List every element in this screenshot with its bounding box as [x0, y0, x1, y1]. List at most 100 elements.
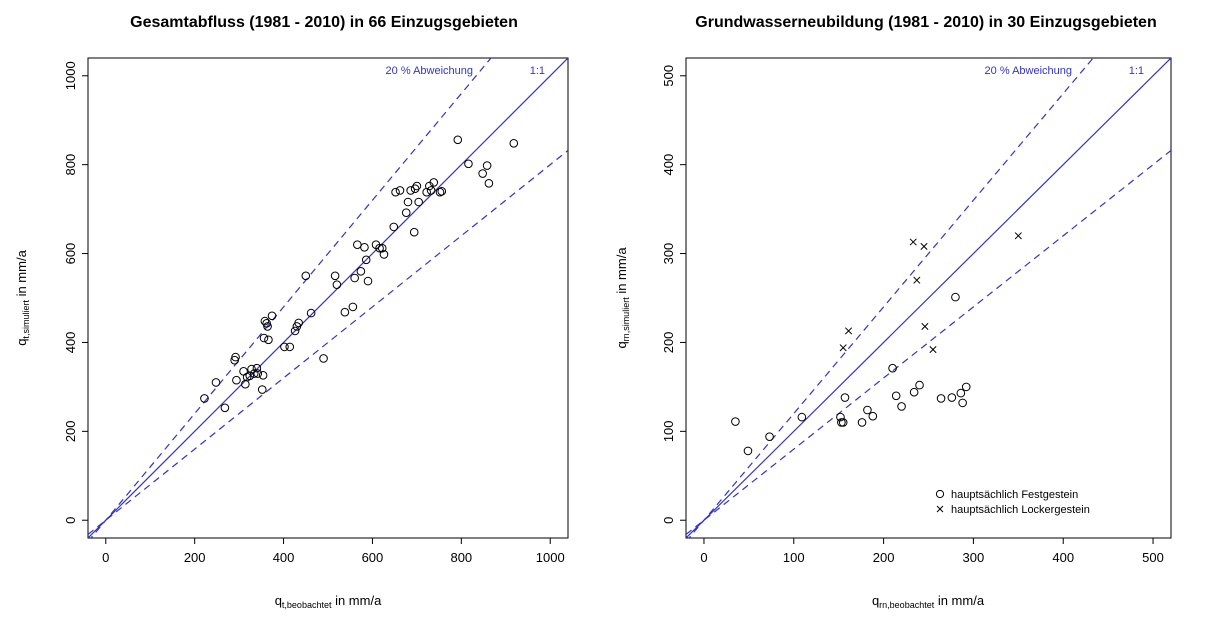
data-point-circle [211, 378, 221, 387]
one-to-one-label: 1:1 [530, 65, 545, 77]
data-point-circle [220, 403, 230, 413]
data-point-circle [294, 318, 303, 328]
y-axis-label: qrn,simuliert in mm/a [614, 247, 631, 349]
data-point-circle [765, 432, 774, 441]
x-tick-label: 200 [873, 550, 895, 565]
data-point-cross [845, 327, 853, 335]
data-point-circle [241, 379, 250, 389]
y-axis-label: qt,simuliert in mm/a [14, 249, 31, 345]
y-tick-label: 200 [63, 420, 78, 442]
data-point-circle [361, 255, 371, 265]
plot-frame [685, 57, 1172, 539]
y-axis: 0 100 200 300 400 500 [661, 65, 686, 524]
data-point-circle [958, 398, 967, 408]
data-point-circle [936, 394, 946, 403]
data-point-circle [264, 335, 273, 345]
x-tick-label: 400 [1052, 550, 1074, 565]
y-tick-label: 500 [661, 65, 676, 87]
data-point-circle [947, 393, 957, 402]
data-point-circle [267, 311, 277, 321]
y-tick-label: 400 [63, 332, 78, 354]
data-point-circle [401, 208, 411, 217]
data-point-circle [232, 375, 241, 385]
data-point-circle [340, 307, 350, 317]
data-point-circle [231, 352, 240, 362]
one-to-one-line [88, 58, 568, 538]
data-point-circle [253, 369, 263, 378]
data-point-circle [280, 342, 289, 352]
deviation-label: 20 % Abweichung [985, 65, 1072, 77]
data-point-circle [285, 342, 295, 352]
plot-frame [87, 57, 569, 539]
y-tick-label: 200 [661, 332, 676, 354]
upper-deviation-line [90, 58, 492, 538]
data-point-circle [429, 178, 439, 187]
x-axis-label: qrn,beobachtet in mm/a [872, 593, 985, 610]
x-tick-label: 200 [184, 550, 206, 565]
data-point-circle [360, 243, 369, 252]
data-point-cross [839, 344, 847, 352]
data-points [731, 232, 1022, 456]
data-point-circle [412, 181, 422, 191]
upper-deviation-line [688, 58, 1094, 538]
data-point-circle [956, 388, 966, 398]
data-point-circle [482, 161, 492, 170]
y-axis: 0 200 400 600 800 1000 [63, 61, 88, 524]
data-point-circle [252, 363, 262, 373]
deviation-label: 20 % Abweichung [386, 65, 473, 77]
reference-lines [88, 58, 568, 538]
y-tick-label: 100 [661, 420, 676, 442]
data-point-circle [290, 326, 300, 336]
panel-gesamtabfluss: Gesamtabfluss (1981 - 2010) in 66 Einzug… [14, 14, 569, 610]
data-point-circle [951, 292, 960, 302]
data-point-circle [258, 371, 268, 380]
data-point-circle [836, 412, 845, 422]
y-tick-label: 400 [661, 154, 676, 176]
data-point-circle [915, 380, 924, 390]
data-point-cross [920, 242, 928, 250]
data-point-circle [909, 387, 919, 397]
data-point-cross [913, 276, 921, 284]
data-point-circle [453, 135, 463, 145]
x-tick-label: 0 [102, 550, 109, 565]
data-point-circle [348, 302, 358, 312]
data-point-circle [414, 197, 423, 207]
data-point-circle [249, 369, 259, 378]
data-point-circle [247, 364, 256, 374]
x-tick-label: 0 [700, 550, 707, 565]
reference-lines [686, 58, 1171, 538]
x-tick-label: 500 [1142, 550, 1164, 565]
data-point-circle [509, 139, 519, 148]
data-point-circle [377, 243, 387, 253]
lower-deviation-line [686, 149, 1171, 535]
lower-deviation-line [88, 149, 568, 535]
data-point-circle [731, 417, 740, 426]
data-point-circle [888, 363, 897, 373]
data-point-circle [868, 411, 878, 421]
y-tick-label: 1000 [63, 61, 78, 90]
chart-title: Grundwasserneubildung (1981 - 2010) in 3… [695, 14, 1156, 31]
data-point-circle [332, 280, 342, 289]
legend-entry: hauptsächlich Festgestein [951, 489, 1078, 501]
data-point-circle [375, 243, 384, 253]
data-point-circle [395, 186, 405, 195]
data-point-circle [840, 393, 850, 402]
data-point-circle [260, 316, 270, 326]
x-tick-label: 300 [963, 550, 985, 565]
data-point-circle [797, 412, 807, 422]
data-point-circle [350, 273, 359, 283]
data-point-circle [410, 184, 420, 193]
x-axis: 0 200 400 600 800 1000 [102, 538, 565, 565]
data-point-circle [406, 186, 415, 195]
data-point-cross [929, 346, 937, 354]
data-point-circle [245, 371, 255, 381]
one-to-one-line [686, 58, 1171, 538]
data-point-circle [363, 276, 373, 286]
chart-title: Gesamtabfluss (1981 - 2010) in 66 Einzug… [130, 14, 518, 31]
data-point-circle [356, 267, 366, 276]
data-point-circle [435, 187, 445, 197]
y-tick-label: 800 [63, 154, 78, 176]
data-point-circle [353, 240, 362, 249]
